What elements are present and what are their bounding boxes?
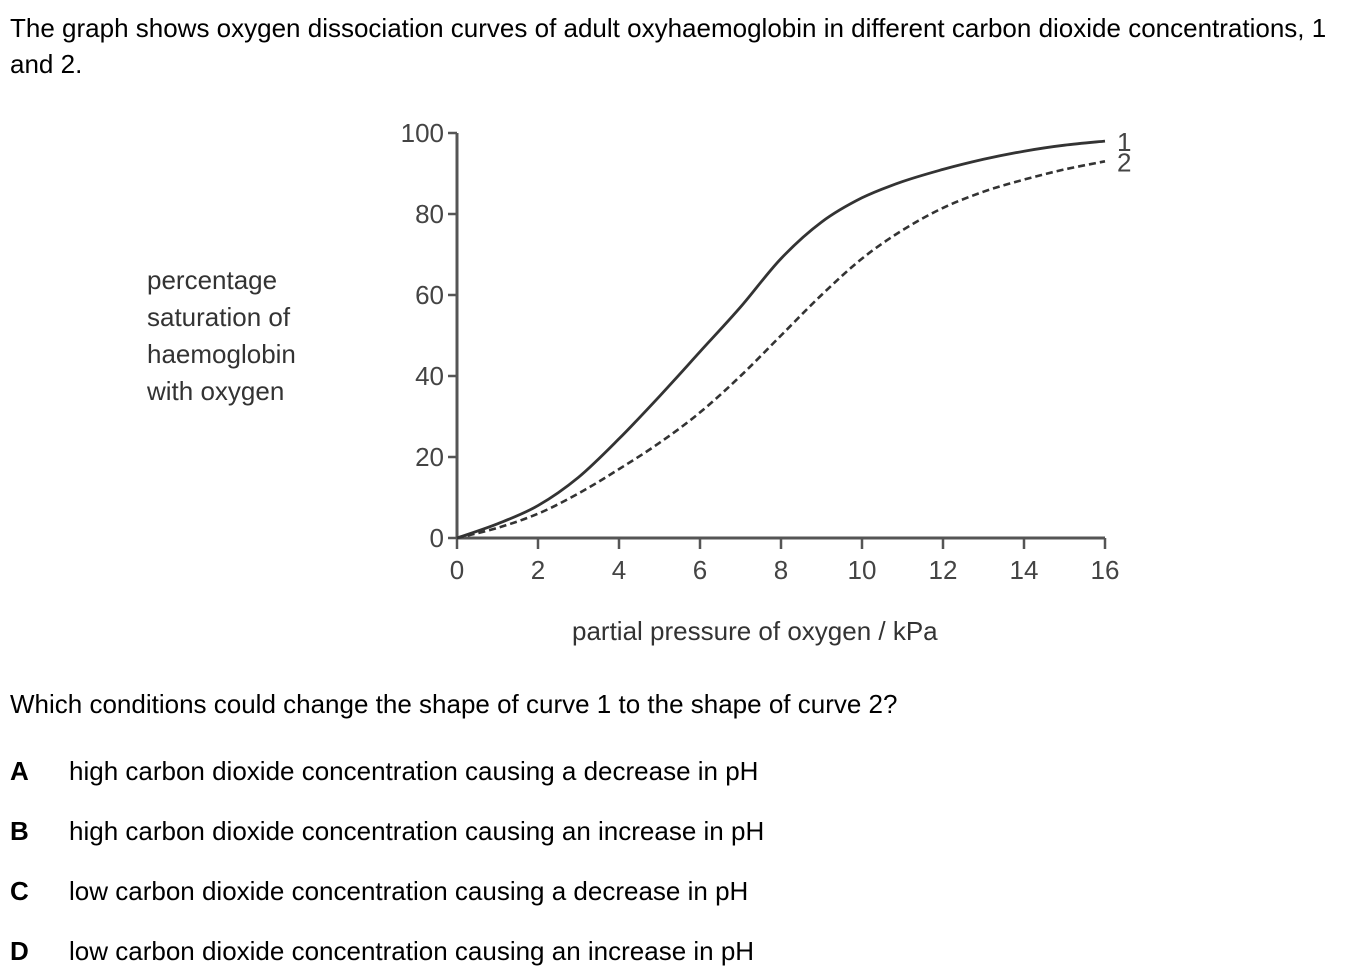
- series-1-label: 1: [1117, 127, 1131, 157]
- x-tick-label: 8: [774, 555, 788, 585]
- x-tick-label: 2: [531, 555, 545, 585]
- y-tick-label: 40: [415, 361, 444, 391]
- question-prompt: Which conditions could change the shape …: [10, 689, 898, 719]
- option-letter: D: [10, 936, 29, 966]
- question-intro: The graph shows oxygen dissociation curv…: [10, 13, 1327, 79]
- x-tick-label: 6: [693, 555, 707, 585]
- option-text: low carbon dioxide concentration causing…: [69, 936, 755, 966]
- y-axis-label-line: percentage: [147, 265, 278, 295]
- option-text: low carbon dioxide concentration causing…: [69, 876, 749, 906]
- x-tick-label: 10: [848, 555, 877, 585]
- option-letter: C: [10, 876, 29, 906]
- series-2-line: [456, 160, 1106, 540]
- y-tick-label: 100: [401, 118, 444, 148]
- x-tick-label: 0: [450, 555, 464, 585]
- y-axis-label-line: with oxygen: [147, 376, 285, 406]
- option-text: high carbon dioxide concentration causin…: [69, 816, 765, 846]
- y-tick-label: 0: [430, 523, 444, 553]
- series-2-label: 2: [1117, 147, 1131, 177]
- option-text: high carbon dioxide concentration causin…: [69, 756, 759, 786]
- x-tick-label: 14: [1010, 555, 1039, 585]
- y-axis-label-line: haemoglobin: [147, 339, 296, 369]
- series-1-line: [456, 139, 1106, 540]
- x-axis-label: partial pressure of oxygen / kPa: [572, 616, 938, 646]
- x-tick-label: 4: [612, 555, 626, 585]
- option-letter: B: [10, 816, 29, 846]
- x-tick-label: 16: [1091, 555, 1120, 585]
- x-tick-label: 12: [929, 555, 958, 585]
- y-axis-label-line: saturation of: [147, 302, 291, 332]
- y-tick-label: 80: [415, 199, 444, 229]
- y-tick-label: 20: [415, 442, 444, 472]
- y-axis-label: percentage saturation of haemoglobin wit…: [147, 262, 367, 410]
- y-tick-label: 60: [415, 280, 444, 310]
- option-letter: A: [10, 756, 29, 786]
